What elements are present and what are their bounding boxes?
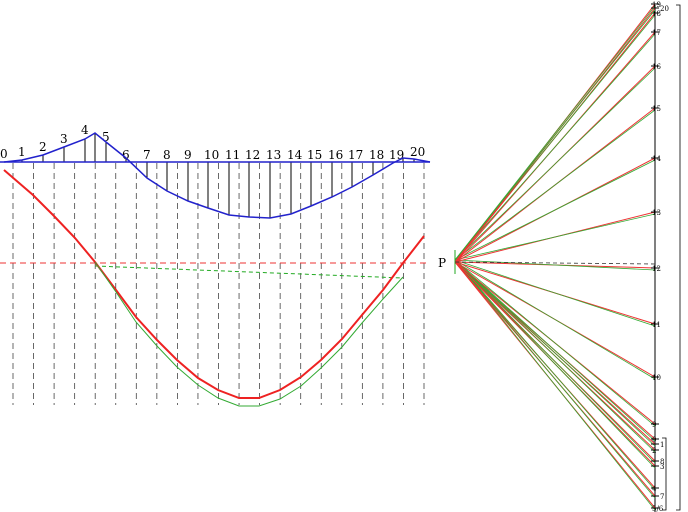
station-label: 17 — [348, 148, 363, 162]
station-label: 12 — [245, 148, 260, 162]
load-label: 18 — [652, 10, 661, 18]
ray-green — [454, 259, 656, 380]
load-label: 7 — [660, 493, 664, 501]
load-label: 12 — [652, 265, 661, 273]
station-label: 8 — [163, 148, 171, 162]
ray-green — [454, 259, 656, 499]
station-label: 11 — [225, 148, 240, 162]
load-label: 19 — [652, 1, 661, 9]
pole-dash — [454, 261, 656, 265]
ray-green — [454, 5, 656, 261]
station-label: 15 — [307, 148, 322, 162]
station-label: 3 — [60, 132, 68, 146]
ray-green — [454, 259, 656, 447]
ray-green — [454, 259, 656, 464]
load-label: 4 — [652, 485, 657, 493]
load-label: 13 — [652, 209, 661, 217]
load-label: 1 — [660, 441, 664, 449]
ray-green — [454, 159, 656, 261]
ray-green — [454, 213, 656, 261]
station-label: 19 — [389, 148, 404, 162]
load-label: 16 — [652, 63, 661, 71]
station-label: 13 — [266, 148, 281, 162]
bracket — [676, 4, 681, 511]
ray-green — [454, 9, 656, 261]
ray-green — [454, 33, 656, 261]
funicular-polygon: 0 1 234 56 7 8 9 10 11 12 13 14 15 16 17 18 19 20 — [0, 123, 431, 407]
ray-green — [454, 109, 656, 261]
station-label: 16 — [328, 148, 343, 162]
load-label: 0 — [652, 436, 656, 444]
load-label: 2 — [652, 447, 656, 455]
closing-line-green — [94, 265, 404, 279]
station-label: 4 — [81, 123, 89, 137]
station-label: 1 — [18, 145, 26, 159]
station-label: 7 — [143, 148, 151, 162]
ray-green — [454, 259, 656, 271]
station-label: 0 — [0, 147, 8, 161]
load-label: 20 — [660, 5, 669, 13]
ray-green — [454, 259, 656, 327]
pole-label: P — [438, 256, 446, 270]
funicular-red — [3, 169, 425, 399]
station-label: 14 — [287, 148, 303, 162]
load-label: 11 — [652, 321, 661, 329]
funicular-green — [94, 261, 404, 407]
load-label: 14 — [652, 155, 661, 163]
station-label: 20 — [410, 145, 425, 159]
load-label: 10 — [652, 374, 661, 382]
bracket — [662, 437, 667, 511]
load-label: 17 — [652, 29, 661, 37]
load-label: 9 — [652, 421, 656, 429]
ray-green — [454, 259, 656, 453]
ray-green — [454, 259, 656, 442]
load-label: 5/6 — [652, 505, 664, 512]
load-label: 3 — [660, 463, 664, 471]
station-label: 10 — [204, 148, 219, 162]
station-label: 5 — [102, 130, 110, 144]
station-label: 9 — [184, 148, 192, 162]
ray-green — [454, 67, 656, 261]
station-label: 6 — [122, 148, 130, 162]
load-label: 8 — [660, 458, 664, 466]
ray-green — [454, 259, 656, 427]
station-label: 2 — [39, 140, 47, 154]
ray-green — [454, 259, 656, 491]
station-label: 18 — [369, 148, 384, 162]
load-label: 15 — [652, 105, 661, 113]
moment-outline — [3, 132, 431, 219]
